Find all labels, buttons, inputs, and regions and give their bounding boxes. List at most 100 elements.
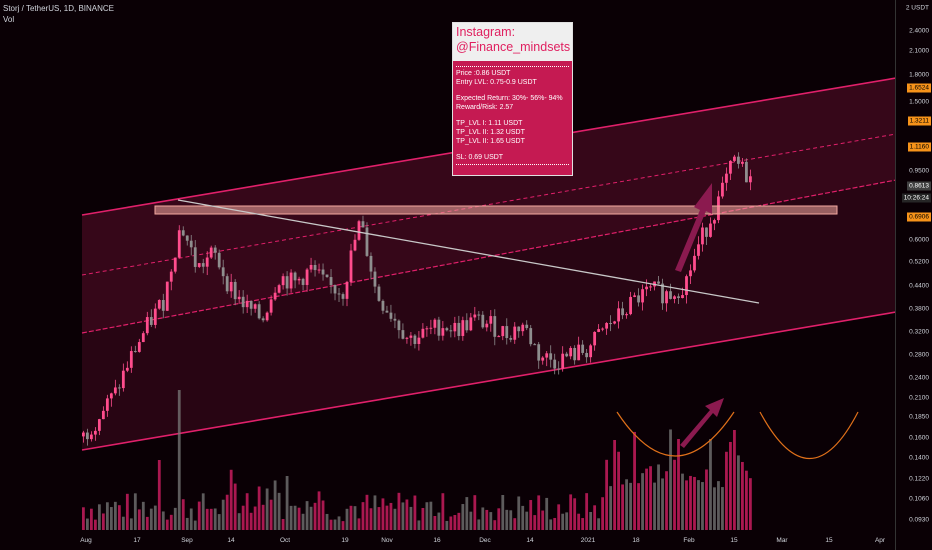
candle-body [597, 329, 601, 332]
volume-bar [337, 516, 341, 530]
volume-bar [605, 459, 609, 530]
candle-body [705, 227, 708, 237]
time-label: Mar [776, 537, 788, 544]
price-tag-tp1: 1.1160 [907, 142, 931, 152]
candle-body [553, 359, 557, 369]
volume-bar [613, 440, 617, 530]
price-label: 0.1220 [909, 475, 929, 483]
candle-body [365, 227, 369, 256]
candle-body [389, 312, 393, 319]
candle-body [497, 336, 501, 338]
price-tag-stop-loss: 0.6906 [907, 212, 931, 222]
volume-bar [445, 520, 449, 530]
price-axis[interactable]: 2 USDT 2.4000 2.1000 1.8000 1.5000 0.950… [895, 0, 932, 550]
candle-body [509, 338, 513, 340]
volume-bar [85, 518, 89, 530]
volume-bar [513, 518, 517, 530]
volume-bar [629, 482, 632, 530]
candle-body [605, 323, 609, 329]
candle-body [465, 320, 469, 331]
candle-body [537, 344, 541, 361]
candle-body [253, 304, 257, 309]
volume-bar [193, 520, 197, 530]
candle-body [485, 323, 489, 328]
price-label: 0.3800 [909, 305, 929, 313]
time-label: Dec [479, 537, 491, 544]
volume-bar [253, 506, 257, 530]
candle-body [241, 296, 245, 308]
price-line: Price :0.86 USDT [456, 70, 511, 77]
info-box-header: Instagram: @Finance_mindsets [453, 23, 572, 61]
candle-body [613, 321, 617, 324]
candle-body [193, 247, 197, 267]
volume-bar [401, 502, 405, 530]
candle-body [85, 432, 89, 440]
candle-body [109, 393, 113, 399]
tp1-line: TP_LVL I: 1.11 USDT [456, 120, 523, 127]
volume-bar [341, 521, 345, 530]
volume-bar [581, 518, 585, 530]
candle-body [429, 327, 433, 329]
price-label: 0.5200 [909, 258, 929, 266]
candle-body [665, 291, 668, 304]
volume-bar [177, 390, 181, 530]
price-label: 0.1600 [909, 434, 929, 442]
volume-bar [217, 514, 221, 530]
time-label: Apr [874, 537, 886, 544]
volume-bar [209, 508, 213, 530]
volume-bar [725, 451, 728, 530]
volume-bar [101, 513, 105, 530]
volume-bar [133, 493, 137, 530]
time-label: Feb [683, 537, 695, 544]
volume-bar [265, 488, 269, 530]
volume-bar [441, 493, 445, 530]
price-label: 0.9500 [909, 167, 929, 175]
candle-body [737, 156, 740, 164]
volume-bar [213, 508, 217, 530]
candle-body [601, 328, 605, 330]
candle-body [309, 264, 313, 270]
volume-bar [397, 492, 401, 530]
volume-bar [453, 515, 457, 530]
time-label: 18 [632, 537, 640, 544]
candle-body [701, 227, 704, 245]
candle-body [521, 324, 525, 332]
candle-body [633, 295, 636, 297]
candle-body [401, 330, 405, 339]
candle-body [725, 173, 728, 183]
candle-body [373, 271, 377, 287]
candle-body [333, 284, 337, 294]
volume-bar [345, 508, 349, 530]
volume-bar [417, 520, 421, 530]
candle-body [477, 314, 481, 316]
candle-body [721, 182, 724, 197]
candle-body [573, 347, 577, 361]
candle-body [261, 318, 265, 321]
volume-bar [505, 509, 509, 530]
volume-bar [601, 497, 605, 530]
volume-bar [737, 455, 740, 530]
candle-body [353, 239, 357, 251]
volume-bar [82, 507, 85, 530]
price-label: 2.1000 [909, 47, 929, 55]
candle-body [745, 161, 748, 183]
volume-bar [229, 469, 233, 530]
volume-bar [329, 519, 333, 530]
volume-bar [473, 495, 477, 530]
volume-bar [437, 512, 441, 530]
candle-body [245, 300, 249, 308]
candle-body [257, 304, 261, 319]
price-label: 0.1850 [909, 413, 929, 421]
channel-lower-line [81, 311, 897, 451]
volume-bar [333, 519, 337, 530]
candle-body [385, 310, 389, 313]
reward-risk-line: Reward/Risk: 2.57 [456, 104, 514, 111]
dotted-divider [456, 66, 569, 67]
volume-bar [357, 518, 361, 530]
volume-bar [273, 480, 277, 530]
candle-body [125, 367, 129, 371]
volume-bar [389, 502, 393, 530]
time-label: 15 [730, 537, 738, 544]
